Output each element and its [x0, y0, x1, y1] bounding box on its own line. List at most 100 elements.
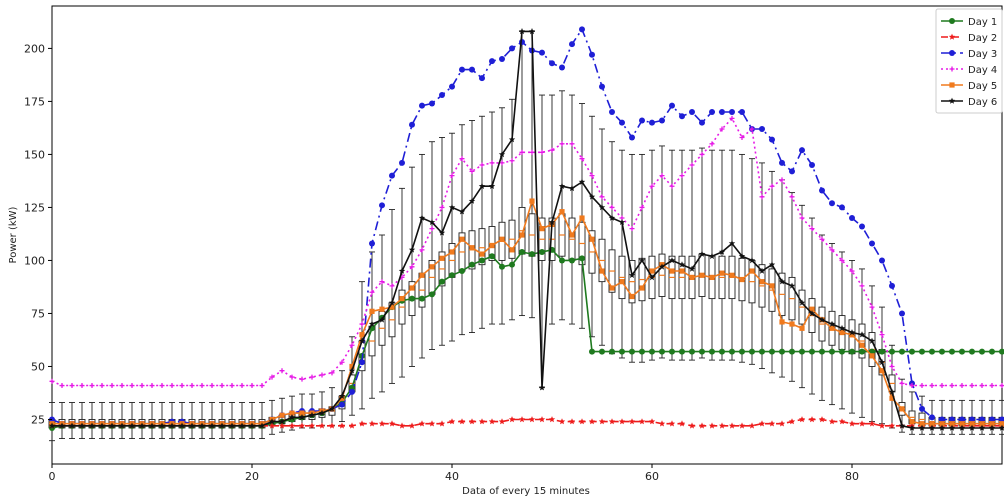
legend-label: Day 4 [968, 65, 997, 76]
y-tick-label: 125 [24, 201, 45, 214]
data-point [629, 293, 635, 300]
data-point [568, 418, 576, 425]
data-point [969, 416, 975, 423]
data-point [939, 421, 945, 427]
data-point [369, 308, 375, 314]
data-point [618, 218, 626, 225]
data-point [948, 424, 956, 431]
boxplot-73 [778, 179, 786, 378]
data-point [929, 414, 935, 421]
data-point [649, 119, 655, 126]
data-point [429, 226, 435, 232]
data-point [299, 410, 305, 416]
boxplot-67 [718, 149, 726, 361]
data-point [899, 310, 905, 317]
data-point [629, 348, 635, 355]
data-point [599, 83, 605, 90]
data-point [418, 420, 426, 427]
data-point [519, 248, 525, 255]
data-point [898, 422, 906, 429]
data-point [109, 383, 115, 389]
data-point [208, 422, 216, 429]
data-point [769, 283, 775, 289]
data-point [278, 422, 286, 429]
data-point [828, 418, 836, 425]
data-point [508, 416, 516, 423]
data-point [949, 348, 955, 355]
data-point [119, 383, 125, 389]
legend-marker [949, 18, 955, 24]
data-point [318, 422, 326, 429]
plot-area-frame [51, 5, 1003, 465]
data-point [608, 214, 616, 221]
data-point [428, 218, 436, 225]
series-layer [48, 26, 1004, 431]
data-point [398, 267, 406, 274]
data-point [708, 422, 716, 429]
data-point [818, 416, 826, 423]
data-point [888, 422, 896, 429]
data-point [829, 325, 835, 331]
data-point [489, 243, 495, 249]
data-point [169, 383, 175, 389]
data-point [799, 348, 805, 355]
data-point [239, 383, 245, 389]
legend: Day 1 Day 2 Day 3 Day 4 Day 5 Day 6 [935, 8, 1003, 114]
data-point [479, 162, 485, 168]
data-point [669, 102, 675, 109]
data-point [949, 421, 955, 427]
data-point [339, 395, 345, 401]
data-point [499, 236, 505, 242]
data-point [518, 416, 526, 423]
data-point [799, 325, 805, 331]
data-point [968, 424, 976, 431]
data-point [799, 147, 805, 154]
data-point [588, 418, 596, 425]
data-point [798, 416, 806, 423]
data-point [348, 367, 356, 374]
data-point [349, 342, 355, 348]
data-point [638, 257, 646, 264]
data-point [99, 383, 105, 389]
data-point [298, 422, 306, 429]
data-point [768, 420, 776, 427]
data-point [699, 272, 705, 278]
data-point [539, 49, 545, 56]
data-point [819, 187, 825, 194]
data-point [139, 383, 145, 389]
data-point [389, 172, 395, 179]
data-point [488, 182, 496, 189]
data-point [388, 420, 396, 427]
data-point [489, 160, 495, 166]
data-point [809, 306, 815, 312]
data-point [419, 102, 425, 109]
legend-marker [949, 82, 955, 88]
boxplot-81 [858, 268, 866, 418]
data-point [658, 263, 666, 270]
data-point [429, 291, 435, 298]
data-point [429, 264, 435, 270]
series-4 [49, 115, 1004, 389]
data-point [839, 204, 845, 211]
data-point [369, 289, 375, 295]
data-point [478, 418, 486, 425]
y-tick-label: 100 [24, 254, 45, 267]
data-point [439, 204, 445, 210]
box [478, 228, 486, 266]
data-point [868, 337, 876, 344]
data-point [729, 348, 735, 355]
data-point [718, 422, 726, 429]
data-point [218, 422, 226, 429]
data-point [679, 348, 685, 355]
data-point [628, 418, 636, 425]
x-axis-ticks: 0 20 40 60 80 [49, 464, 859, 483]
data-point [539, 149, 545, 155]
x-tick-label: 60 [645, 470, 659, 483]
data-point [799, 215, 805, 221]
data-point [598, 418, 606, 425]
data-point [648, 274, 656, 281]
data-point [419, 247, 425, 253]
data-point [539, 226, 545, 232]
data-point [848, 420, 856, 427]
data-point [578, 178, 586, 185]
